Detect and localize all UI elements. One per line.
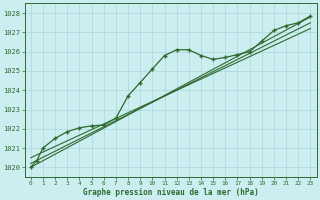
X-axis label: Graphe pression niveau de la mer (hPa): Graphe pression niveau de la mer (hPa) [83, 188, 259, 197]
